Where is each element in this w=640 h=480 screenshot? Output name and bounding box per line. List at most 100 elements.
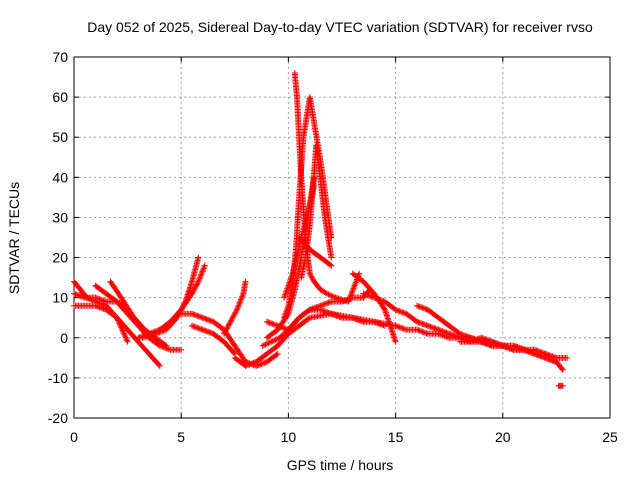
data-point [377,297,384,304]
data-point [257,361,264,368]
data-point [314,303,321,310]
data-point [427,323,434,330]
data-point [345,298,352,305]
data-point [249,360,256,367]
y-tick-label: -10 [48,370,68,386]
data-point [247,360,254,367]
data-point [422,321,429,328]
data-point [322,289,329,296]
data-point [542,354,549,361]
data-point [490,339,497,346]
data-point [485,337,492,344]
data-point [237,297,244,304]
data-point [235,303,242,310]
y-tick-label: 40 [52,169,68,185]
data-point [443,333,450,340]
data-point [307,271,314,278]
data-point [325,309,332,316]
data-point [202,327,209,334]
data-point [467,338,474,345]
y-tick-label: 70 [52,49,68,65]
data-point [416,327,423,334]
data-point [206,329,213,336]
data-point [530,350,537,357]
data-point [197,274,204,281]
data-point [518,345,525,352]
data-point [246,361,253,368]
data-point [115,317,122,324]
data-point [515,344,522,351]
data-point [156,329,163,336]
data-point [428,324,435,331]
data-point [152,330,159,337]
data-point [422,329,429,336]
data-point [423,330,430,337]
data-point [317,302,324,309]
data-point [478,334,485,341]
data-point [415,303,422,310]
data-point [468,338,475,345]
data-point [361,291,368,298]
data-point [363,291,370,298]
data-point [494,340,501,347]
data-point [122,334,129,341]
data-point [118,324,125,331]
data-point [381,305,388,312]
data-point [274,350,281,357]
data-point [438,331,445,338]
data-point [100,297,107,304]
data-point [463,333,470,340]
data-point [159,328,166,335]
data-point [482,336,489,343]
data-point [121,331,128,338]
data-point [348,291,355,298]
data-point [223,326,230,333]
data-point [262,359,269,366]
data-point [483,336,490,343]
data-point [201,264,208,271]
data-point [372,319,379,326]
data-point [306,306,313,313]
y-axis-label: SDTVAR / TECUs [6,182,22,294]
data-point [259,342,266,349]
data-point [377,321,384,328]
data-point [326,299,333,306]
data-point [324,300,331,307]
data-point [194,312,201,319]
data-point [308,274,315,281]
data-point [395,323,402,330]
data-point [258,360,265,367]
data-point [414,326,421,333]
data-point [416,319,423,326]
data-point [166,346,173,353]
data-point [191,311,198,318]
data-point [420,305,427,312]
data-point [337,314,344,321]
data-point [198,314,205,321]
data-point [365,292,372,299]
data-point [221,329,228,336]
data-point [238,295,245,302]
data-point [228,316,235,323]
data-point [200,266,207,273]
data-point [117,323,124,330]
data-point [192,283,199,290]
data-point [196,325,203,332]
data-point [201,262,208,269]
data-point [330,311,337,318]
data-point [194,279,201,286]
data-point [470,337,477,344]
data-point [305,307,312,314]
data-point [269,320,276,327]
data-point [92,294,99,301]
data-point [423,322,430,329]
data-point [232,309,239,316]
data-point [200,327,207,334]
data-point [155,329,162,336]
data-point [231,312,238,319]
series-arc-j [221,278,249,337]
data-point [155,361,162,368]
data-point [349,286,356,293]
x-tick-label: 0 [70,429,78,445]
data-point [178,346,185,353]
